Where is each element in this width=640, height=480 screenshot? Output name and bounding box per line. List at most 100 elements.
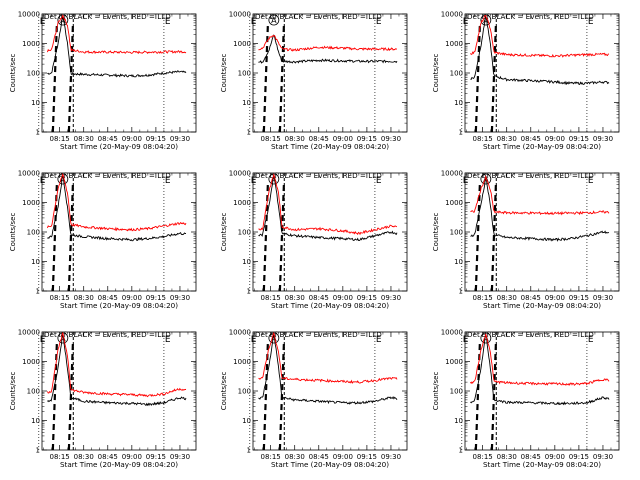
- y-tick-label: 100: [27, 70, 40, 78]
- x-tick-label: 08:15: [261, 294, 281, 302]
- y-tick-label: 10000: [18, 329, 40, 337]
- events-series-line: [470, 176, 610, 242]
- x-tick-label: 09:30: [381, 294, 401, 302]
- marker-label: E: [165, 176, 171, 186]
- x-tick-label: 09:15: [569, 453, 589, 461]
- lld-series-line: [470, 333, 610, 386]
- x-tick-label: 08:45: [98, 453, 118, 461]
- detector-panel: Det 4f BLACK = Events, RED = LLD11010010…: [9, 170, 197, 310]
- x-tick-label: 09:15: [146, 294, 166, 302]
- x-tick-label: 08:15: [261, 135, 281, 143]
- y-tick-label: 1000: [233, 199, 251, 207]
- x-tick-label: 08:30: [285, 453, 305, 461]
- y-tick-label: 100: [238, 70, 251, 78]
- flare-window-line: [278, 25, 285, 133]
- marker-label: E: [463, 335, 469, 345]
- x-tick-label: 08:15: [473, 453, 493, 461]
- x-axis-label: Start Time (20-May-09 08:04:20): [60, 460, 178, 469]
- x-tick-label: 08:15: [261, 453, 281, 461]
- marker-label: E: [40, 335, 46, 345]
- y-tick-label: 100: [450, 388, 463, 396]
- y-axis-label: Counts/sec: [220, 54, 228, 93]
- y-tick-label: 10000: [18, 170, 40, 178]
- x-tick-label: 09:30: [381, 135, 401, 143]
- lld-series-line: [470, 174, 610, 216]
- y-tick-label: 1: [36, 129, 40, 137]
- x-tick-label: 08:30: [497, 135, 517, 143]
- x-axis-label: Start Time (20-May-09 08:04:20): [60, 142, 178, 151]
- lld-series-line: [470, 15, 610, 58]
- x-tick-label: 09:15: [569, 135, 589, 143]
- marker-label: E: [376, 176, 382, 186]
- y-tick-label: 1: [247, 447, 251, 455]
- marker-label: E: [165, 17, 171, 27]
- x-tick-label: 08:45: [521, 294, 541, 302]
- y-tick-label: 10: [454, 99, 463, 107]
- y-tick-label: 1: [459, 447, 463, 455]
- y-tick-label: 1: [36, 288, 40, 296]
- flare-window-line: [262, 343, 269, 451]
- x-tick-label: 09:15: [357, 135, 377, 143]
- x-tick-label: 08:15: [473, 135, 493, 143]
- y-tick-label: 100: [450, 70, 463, 78]
- y-tick-label: 1: [247, 129, 251, 137]
- lld-series-line: [46, 332, 187, 398]
- x-tick-label: 09:15: [357, 294, 377, 302]
- y-tick-label: 1000: [445, 40, 463, 48]
- y-tick-label: 1: [459, 129, 463, 137]
- y-tick-label: 1000: [445, 358, 463, 366]
- x-tick-label: 09:30: [593, 453, 613, 461]
- flare-window-line: [474, 25, 481, 133]
- x-tick-label: 08:15: [50, 135, 70, 143]
- x-axis-label: Start Time (20-May-09 08:04:20): [271, 301, 389, 310]
- y-axis-label: Counts/sec: [432, 372, 440, 411]
- y-tick-label: 100: [450, 229, 463, 237]
- y-tick-label: 100: [238, 388, 251, 396]
- x-tick-label: 09:30: [170, 453, 190, 461]
- y-tick-label: 1000: [233, 40, 251, 48]
- flare-window-line: [262, 184, 269, 292]
- x-tick-label: 08:45: [309, 135, 329, 143]
- marker-label: E: [40, 176, 46, 186]
- y-axis-label: Counts/sec: [9, 54, 17, 93]
- y-tick-label: 10000: [18, 11, 40, 19]
- y-axis-label: Counts/sec: [432, 54, 440, 93]
- x-tick-label: 09:00: [545, 135, 565, 143]
- flare-window-line: [474, 343, 481, 451]
- y-tick-label: 10: [242, 417, 251, 425]
- x-axis-label: Start Time (20-May-09 08:04:20): [483, 460, 601, 469]
- x-axis-label: Start Time (20-May-09 08:04:20): [271, 142, 389, 151]
- lld-series-line: [46, 14, 187, 55]
- detector-panel: Det 2f BLACK = Events, RED = LLD11010010…: [220, 11, 408, 151]
- x-tick-label: 08:45: [98, 135, 118, 143]
- marker-label: E: [588, 335, 594, 345]
- marker-label: E: [251, 335, 257, 345]
- detector-panel: Det 7f BLACK = Events, RED = LLD11010010…: [9, 329, 197, 469]
- x-tick-label: 09:15: [569, 294, 589, 302]
- x-tick-label: 09:15: [357, 453, 377, 461]
- marker-label: A: [483, 16, 489, 25]
- y-tick-label: 100: [27, 388, 40, 396]
- y-tick-label: 10000: [441, 11, 463, 19]
- y-tick-label: 10: [31, 417, 40, 425]
- x-tick-label: 09:30: [381, 453, 401, 461]
- x-tick-label: 09:00: [122, 453, 142, 461]
- marker-circle: [268, 14, 280, 26]
- lld-series-line: [258, 331, 398, 384]
- flare-window-line: [51, 184, 58, 292]
- x-tick-label: 09:00: [545, 294, 565, 302]
- marker-label: E: [251, 17, 257, 27]
- x-tick-label: 09:30: [593, 294, 613, 302]
- marker-label: E: [251, 176, 257, 186]
- marker-label: E: [463, 176, 469, 186]
- x-tick-label: 08:45: [521, 453, 541, 461]
- y-tick-label: 1000: [22, 199, 40, 207]
- x-tick-label: 09:30: [170, 294, 190, 302]
- y-axis-label: Counts/sec: [432, 213, 440, 252]
- flare-window-line: [51, 25, 58, 133]
- y-tick-label: 10: [242, 258, 251, 266]
- y-tick-label: 10: [31, 258, 40, 266]
- x-tick-label: 09:00: [122, 135, 142, 143]
- marker-label: E: [588, 17, 594, 27]
